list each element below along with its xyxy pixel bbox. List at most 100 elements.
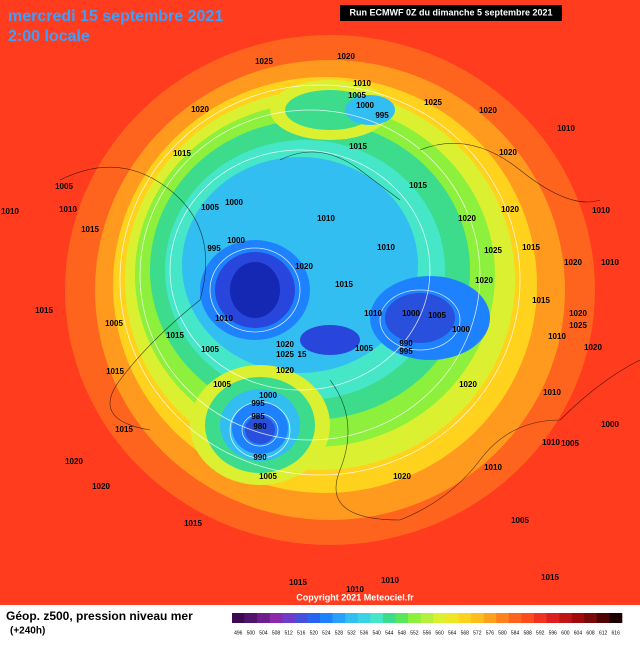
isobar-label: 1005 (105, 319, 123, 328)
colorbar-swatch (332, 613, 346, 623)
run-info: Run ECMWF 0Z du dimanche 5 septembre 202… (349, 7, 552, 17)
isobar-label: 1025 (569, 321, 587, 330)
colorbar-label: 592 (536, 630, 545, 636)
isobar-label: 980 (253, 422, 267, 431)
colorbar-label: 516 (297, 630, 306, 636)
isobar-label: 1015 (81, 225, 99, 234)
forecast-date: mercredi 15 septembre 2021 (8, 8, 223, 25)
colorbar-swatch (307, 613, 321, 623)
colorbar-label: 524 (322, 630, 331, 636)
isobar-label: 1015 (289, 578, 307, 587)
isobar-label: 1010 (592, 206, 610, 215)
isobar-label: 1000 (356, 101, 374, 110)
colorbar-swatch (571, 613, 585, 623)
colorbar-label: 568 (461, 630, 470, 636)
colorbar-swatch (232, 613, 245, 623)
colorbar-swatch (294, 613, 308, 623)
colorbar-swatch (483, 613, 497, 623)
isobar-label: 1000 (225, 198, 243, 207)
isobar-label: 1020 (569, 309, 587, 318)
isobar-label: 1015 (522, 243, 540, 252)
isobar-label: 15 (298, 350, 307, 359)
isobar-label: 1025 (255, 57, 273, 66)
isobar-label: 1010 (381, 576, 399, 585)
colorbar-label: 584 (511, 630, 520, 636)
isobar-label: 1015 (349, 142, 367, 151)
isobar-label: 1000 (402, 309, 420, 318)
isobar-label: 1025 (424, 98, 442, 107)
isobar-label: 1000 (601, 420, 619, 429)
isobar-label: 1020 (564, 258, 582, 267)
isobar-label: 1015 (35, 306, 53, 315)
isobar-label: 990 (253, 453, 267, 462)
isobar-label: 1010 (346, 585, 364, 594)
isobar-label: 1020 (295, 262, 313, 271)
colorbar-label: 548 (398, 630, 407, 636)
colorbar-swatch (458, 613, 472, 623)
isobar-label: 1020 (393, 472, 411, 481)
isobar-label: 1020 (475, 276, 493, 285)
isobar-label: 1010 (353, 79, 371, 88)
colorbar-label: 580 (498, 630, 507, 636)
isobar-label: 1005 (355, 344, 373, 353)
isobar-label: 1010 (59, 205, 77, 214)
isobar-label: 1005 (213, 380, 231, 389)
isobar-label: 1010 (601, 258, 619, 267)
isobar-label: 1005 (428, 311, 446, 320)
colorbar-label: 588 (523, 630, 532, 636)
colorbar-label: 544 (385, 630, 394, 636)
isobar-label: 1010 (317, 214, 335, 223)
isobar-label: 1015 (106, 367, 124, 376)
colorbar-label: 616 (612, 630, 621, 636)
colorbar-label: 560 (435, 630, 444, 636)
colorbar-swatch (408, 613, 422, 623)
colorbar-label: 604 (574, 630, 583, 636)
isobar-label: 995 (207, 244, 221, 253)
colorbar-swatch (546, 613, 560, 623)
colorbar-label: 520 (310, 630, 319, 636)
isobar-label: 995 (375, 111, 389, 120)
isobar-label: 1005 (201, 203, 219, 212)
colorbar-label: 512 (284, 630, 293, 636)
isobar-label: 1005 (259, 472, 277, 481)
run-box (340, 5, 562, 21)
colorbar-swatch (244, 613, 258, 623)
isobar-label: 1015 (541, 573, 559, 582)
copyright: Copyright 2021 Meteociel.fr (296, 592, 414, 602)
colorbar-swatch (471, 613, 484, 623)
colorbar-swatch (370, 613, 384, 623)
colorbar-label: 500 (247, 630, 256, 636)
isobar-label: 1020 (501, 205, 519, 214)
isobar-label: 1010 (484, 463, 502, 472)
colorbar-swatch (508, 613, 522, 623)
isobar-label: 1015 (115, 425, 133, 434)
colorbar-label: 572 (473, 630, 482, 636)
isobar-label: 1025 (276, 350, 294, 359)
colorbar-label: 536 (360, 630, 369, 636)
isobar-label: 1010 (548, 332, 566, 341)
colorbar-swatch (596, 613, 610, 623)
colorbar-swatch (521, 613, 535, 623)
isobar-label: 1010 (1, 207, 19, 216)
colorbar-swatch (496, 613, 510, 623)
map-title: Géop. z500, pression niveau mer (6, 609, 193, 623)
colorbar-swatch (420, 613, 434, 623)
colorbar-label: 532 (347, 630, 356, 636)
colorbar-swatch (382, 613, 396, 623)
isobar-label: 1020 (276, 340, 294, 349)
isobar-label: 1020 (499, 148, 517, 157)
isobar-label: 1015 (166, 331, 184, 340)
colorbar-swatch (282, 613, 296, 623)
isobar-label: 1020 (191, 105, 209, 114)
isobar-label: 1000 (227, 236, 245, 245)
colorbar-label: 608 (586, 630, 595, 636)
colorbar-swatch (357, 613, 371, 623)
isobar-label: 1020 (459, 380, 477, 389)
isobar-labels: 1025102010101005100099510251020102010151… (1, 52, 619, 594)
colorbar-label: 564 (448, 630, 457, 636)
isobar-label: 995 (251, 399, 265, 408)
isobar-label: 1015 (173, 149, 191, 158)
colorbar-swatch (609, 613, 623, 623)
isobar-label: 1010 (364, 309, 382, 318)
isobar-label: 995 (399, 347, 413, 356)
